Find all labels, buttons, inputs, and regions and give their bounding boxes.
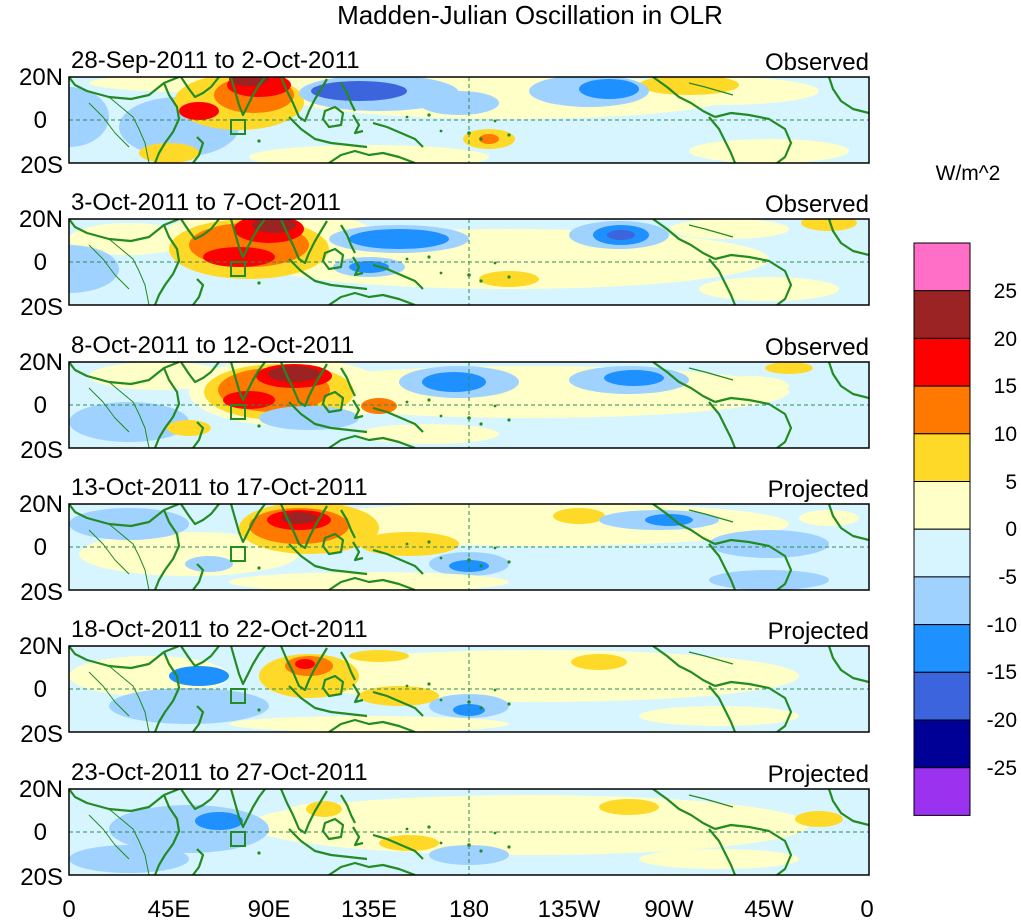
panel-date-range: 28-Sep-2011 to 2-Oct-2011	[71, 47, 360, 74]
colorbar-bin	[913, 433, 971, 482]
lat-axis: 20N 0 20S	[19, 491, 63, 606]
lat-axis: 20N 0 20S	[19, 206, 63, 321]
lat-axis: 20N 0 20S	[19, 633, 63, 748]
colorbar-bin	[913, 767, 971, 816]
lat-tick-label: 0	[34, 534, 47, 561]
lat-axis: 20N 0 20S	[19, 64, 63, 179]
lon-tick-label: 0	[860, 896, 873, 922]
lat-axis: 20N 0 20S	[19, 776, 63, 891]
lon-tick-label: 180	[449, 896, 489, 922]
lon-tick-label: 0	[62, 896, 75, 922]
lat-tick-label: 20N	[19, 633, 63, 660]
colorbar-bin	[913, 385, 971, 435]
colorbar-bin	[913, 290, 971, 339]
panel-date-range: 13-Oct-2011 to 17-Oct-2011	[71, 474, 368, 501]
colorbar-tick-label: -20	[987, 709, 1017, 732]
colorbar-tick-label: 15	[994, 375, 1017, 398]
colorbar-bin	[913, 528, 971, 578]
lat-tick-label: 20N	[19, 349, 63, 376]
colorbar-ticks: 25 20 15 10 5 0 -5 -10 -15 -20 -25	[987, 280, 1017, 780]
panel-date-range: 3-Oct-2011 to 7-Oct-2011	[71, 189, 341, 216]
lat-tick-label: 0	[34, 676, 47, 703]
lat-tick-label: 20N	[19, 206, 63, 233]
lon-tick-label: 45E	[148, 896, 191, 922]
panel-status: Observed	[765, 191, 869, 218]
colorbar-tick-label: 20	[994, 328, 1017, 351]
colorbar: W/m^2 25 20 15 10 5 0 -5 -10 -15 -20 -25	[913, 162, 1017, 816]
panel-date-range: 8-Oct-2011 to 12-Oct-2011	[71, 332, 354, 359]
colorbar-bin	[913, 481, 971, 530]
panel-status: Observed	[765, 334, 869, 361]
panel-date-range: 23-Oct-2011 to 27-Oct-2011	[71, 759, 368, 786]
panel-status: Projected	[768, 618, 869, 645]
panel-status: Observed	[765, 49, 869, 76]
map-panel: 18-Oct-2011 to 22-Oct-2011 Projected 20N…	[19, 616, 870, 748]
colorbar-bin	[913, 576, 971, 626]
lat-tick-label: 0	[34, 392, 47, 419]
colorbar-tick-label: -25	[987, 757, 1017, 780]
colorbar-tick-label: -15	[987, 661, 1017, 684]
lat-axis: 20N 0 20S	[19, 349, 63, 464]
figure-title: Madden-Julian Oscillation in OLR	[337, 0, 723, 30]
map-panel: 13-Oct-2011 to 17-Oct-2011 Projected 20N…	[19, 474, 870, 606]
olr-anomaly-field	[69, 219, 869, 305]
colorbar-tick-label: -5	[998, 566, 1017, 589]
lat-tick-label: 20N	[19, 64, 63, 91]
lon-tick-label: 135W	[538, 896, 601, 922]
colorbar-tick-label: 0	[1005, 518, 1017, 541]
lon-axis: 0 45E 90E 135E 180 135W 90W 45W 0	[62, 896, 873, 922]
lat-tick-label: 0	[34, 819, 47, 846]
lat-tick-label: 20S	[20, 579, 63, 606]
lat-tick-label: 0	[34, 249, 47, 276]
colorbar-units: W/m^2	[936, 162, 1001, 185]
lat-tick-label: 20N	[19, 491, 63, 518]
map-panel: 23-Oct-2011 to 27-Oct-2011 Projected 20N…	[19, 759, 870, 891]
lat-tick-label: 0	[34, 107, 47, 134]
colorbar-bin	[913, 624, 971, 673]
colorbar-bin	[913, 719, 971, 769]
colorbar-bin	[913, 671, 971, 721]
colorbar-tick-label: 25	[994, 280, 1017, 303]
lat-tick-label: 20N	[19, 776, 63, 803]
panel-date-range: 18-Oct-2011 to 22-Oct-2011	[71, 616, 368, 643]
colorbar-bins	[913, 242, 971, 816]
colorbar-bin	[913, 337, 971, 387]
lon-tick-label: 45W	[744, 896, 794, 922]
colorbar-tick-label: 10	[994, 423, 1017, 446]
lat-tick-label: 20S	[20, 864, 63, 891]
lat-tick-label: 20S	[20, 294, 63, 321]
map-panel: 28-Sep-2011 to 2-Oct-2011 Observed 20N 0…	[19, 47, 870, 179]
colorbar-bin	[913, 242, 971, 292]
panel-stack: 28-Sep-2011 to 2-Oct-2011 Observed 20N 0…	[19, 47, 870, 891]
map-panel: 8-Oct-2011 to 12-Oct-2011 Observed 20N 0…	[19, 332, 870, 464]
lon-tick-label: 90E	[248, 896, 291, 922]
colorbar-tick-label: 5	[1005, 471, 1017, 494]
map-panel: 3-Oct-2011 to 7-Oct-2011 Observed 20N 0 …	[19, 189, 870, 321]
lon-tick-label: 90W	[644, 896, 694, 922]
panel-status: Projected	[768, 761, 869, 788]
lat-tick-label: 20S	[20, 437, 63, 464]
colorbar-tick-label: -10	[987, 614, 1017, 637]
panel-status: Projected	[768, 476, 869, 503]
lon-tick-label: 135E	[341, 896, 397, 922]
lat-tick-label: 20S	[20, 152, 63, 179]
lat-tick-label: 20S	[20, 721, 63, 748]
